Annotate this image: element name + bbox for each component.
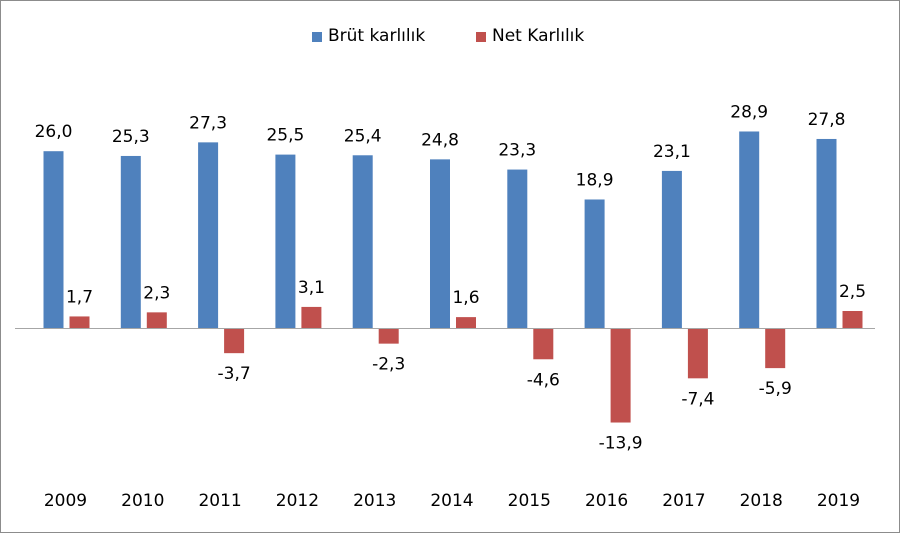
label-brut-2014: 24,8 [421, 130, 459, 150]
label-net-2015: -4,6 [527, 370, 560, 390]
legend-swatch-net [476, 32, 486, 42]
label-brut-2010: 25,3 [112, 127, 150, 147]
bar-net-2010 [146, 312, 167, 328]
legend-swatch-brut [312, 32, 322, 42]
bar-net-2018 [765, 328, 786, 369]
tick-label-2011: 2011 [198, 491, 241, 511]
tick-label-2016: 2016 [585, 491, 628, 511]
label-brut-2012: 25,5 [266, 126, 304, 146]
label-brut-2016: 18,9 [576, 170, 614, 190]
bar-brut-2015 [507, 169, 528, 328]
label-net-2019: 2,5 [839, 282, 866, 302]
label-net-2009: 1,7 [66, 287, 93, 307]
label-net-2018: -5,9 [759, 379, 792, 399]
label-net-2014: 1,6 [452, 288, 479, 308]
label-brut-2013: 25,4 [344, 126, 382, 146]
bar-net-2017 [687, 328, 708, 379]
tick-label-2014: 2014 [430, 491, 473, 511]
bar-brut-2017 [661, 170, 682, 328]
tick-label-2015: 2015 [508, 491, 551, 511]
tick-label-2009: 2009 [44, 491, 87, 511]
label-brut-2009: 26,0 [35, 122, 73, 142]
tick-label-2013: 2013 [353, 491, 396, 511]
tick-label-2019: 2019 [817, 491, 860, 511]
label-net-2016: -13,9 [599, 434, 643, 454]
bar-net-2009 [69, 316, 90, 328]
bar-brut-2009 [43, 151, 64, 328]
legend-label-net: Net Karlılık [492, 26, 584, 46]
bar-brut-2010 [120, 155, 141, 328]
bar-net-2014 [456, 317, 476, 328]
bar-net-2019 [842, 311, 863, 328]
bar-brut-2012 [275, 154, 296, 328]
bar-brut-2013 [352, 155, 373, 328]
label-brut-2019: 27,8 [808, 110, 846, 130]
label-net-2010: 2,3 [143, 283, 170, 303]
label-brut-2015: 23,3 [498, 141, 536, 161]
tick-label-2018: 2018 [740, 491, 783, 511]
bar-net-2013 [378, 328, 399, 344]
bar-net-2015 [533, 328, 554, 360]
label-net-2012: 3,1 [298, 278, 325, 298]
label-net-2013: -2,3 [372, 355, 405, 375]
bar-brut-2016 [584, 199, 605, 328]
bar-net-2011 [224, 328, 245, 354]
label-brut-2018: 28,9 [730, 102, 768, 122]
legend: Brüt karlılık Net Karlılık [312, 26, 584, 46]
tick-label-2010: 2010 [121, 491, 164, 511]
label-net-2017: -7,4 [681, 389, 714, 409]
bar-net-2012 [301, 306, 322, 328]
bar-brut-2019 [816, 138, 837, 328]
bar-net-2016 [610, 328, 631, 423]
bar-brut-2018 [739, 131, 760, 328]
label-brut-2017: 23,1 [653, 142, 691, 162]
legend-label-brut: Brüt karlılık [328, 26, 425, 46]
tick-label-2017: 2017 [662, 491, 705, 511]
data-labels: 26,0 1,7 25,3 2,3 27,3 -3,7 25,5 3,1 25,4 -2,3 24,… [35, 102, 866, 453]
bar-brut-2014 [430, 159, 450, 328]
tick-label-2012: 2012 [276, 491, 319, 511]
label-brut-2011: 27,3 [189, 113, 227, 133]
bars [43, 131, 863, 423]
x-tick-labels: 2009 2010 2011 2012 2013 2014 2015 2016 2017 2018… [44, 491, 860, 511]
label-net-2011: -3,7 [218, 364, 251, 384]
bar-brut-2011 [198, 142, 219, 328]
